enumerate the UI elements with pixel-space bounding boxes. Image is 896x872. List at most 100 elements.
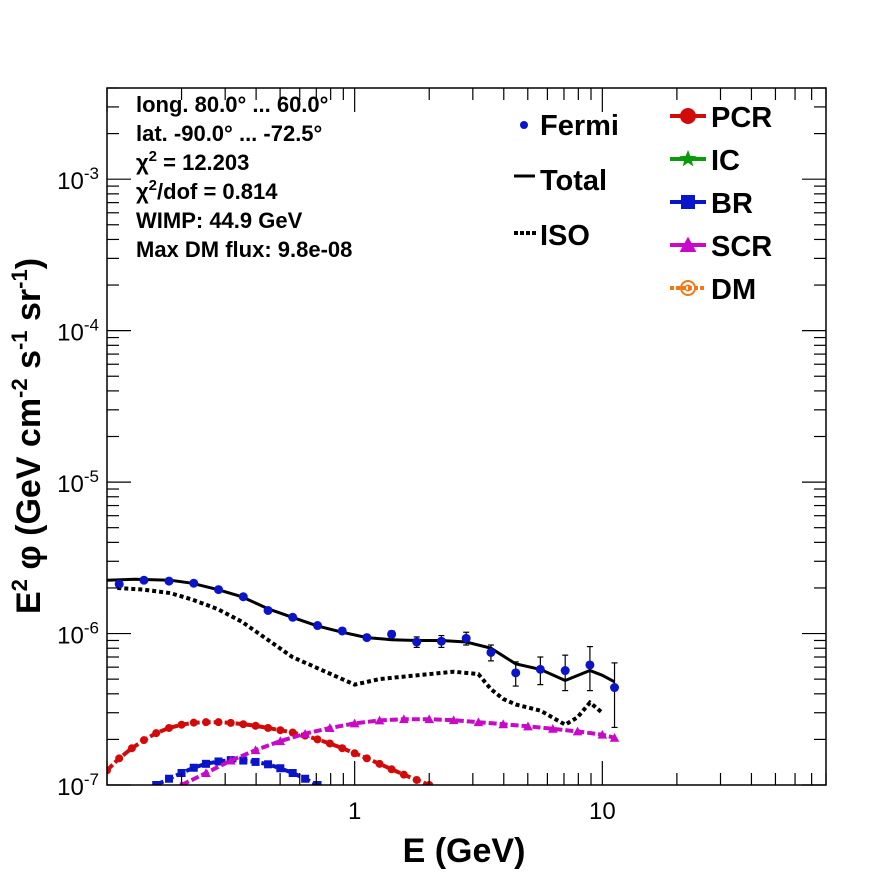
series-layer xyxy=(107,575,620,785)
series-point-pcr xyxy=(338,744,347,753)
legend-label: PCR xyxy=(711,102,772,134)
legend-label: SCR xyxy=(711,231,772,263)
series-point-br xyxy=(201,759,210,768)
fermi-point xyxy=(461,633,471,643)
legend-entry-br: BR xyxy=(670,188,753,220)
fermi-point xyxy=(511,668,521,678)
series-point-pcr xyxy=(152,729,161,738)
series-point-pcr xyxy=(313,735,322,744)
series-total xyxy=(107,577,616,684)
series-line-total xyxy=(107,577,616,684)
series-point-pcr xyxy=(226,718,235,727)
series-point-br xyxy=(152,781,161,785)
plot-frame xyxy=(106,87,827,786)
info-line: lat. -90.0° ... -72.5° xyxy=(136,121,322,146)
series-point-br xyxy=(214,757,223,766)
series-point-br xyxy=(189,763,198,772)
fermi-point xyxy=(164,576,174,586)
y-tick-label: 10-6 xyxy=(57,619,99,650)
series-point-pcr xyxy=(325,739,334,748)
fermi-point xyxy=(214,585,224,595)
series-point-pcr xyxy=(107,766,111,775)
series-point-scr xyxy=(399,714,409,724)
info-line: Max DM flux: 9.8e-08 xyxy=(136,237,352,262)
fermi-point xyxy=(362,633,372,643)
series-fermi xyxy=(114,575,620,729)
legend-label: IC xyxy=(711,145,740,177)
series-scr xyxy=(178,714,620,785)
info-box: long. 80.0° ... 60.0° lat. -90.0° ... -72… xyxy=(136,92,352,262)
series-point-br xyxy=(239,756,248,765)
y-tick-label: 10-7 xyxy=(57,770,99,801)
legend-label: Fermi xyxy=(540,110,619,142)
legend-entry-dm: DM xyxy=(670,274,756,306)
x-tick-label: 1 xyxy=(348,798,361,825)
series-point-scr xyxy=(275,736,286,746)
legend-entry-scr: SCR xyxy=(670,231,772,263)
series-point-pcr xyxy=(350,749,359,758)
series-point-pcr xyxy=(127,744,136,753)
fermi-point xyxy=(610,683,620,693)
fermi-point xyxy=(412,637,422,647)
legend-label: BR xyxy=(711,188,753,220)
series-point-scr xyxy=(424,714,435,724)
series-point-pcr xyxy=(288,728,297,737)
series-point-pcr xyxy=(375,759,384,768)
legend-right: PCR IC BR SCR DM xyxy=(670,102,772,306)
series-point-scr xyxy=(349,718,360,728)
fermi-point xyxy=(139,575,149,585)
legend-marker xyxy=(679,236,697,252)
legend-entry-fermi: Fermi xyxy=(520,110,619,142)
x-tick-label: 10 xyxy=(589,798,616,825)
series-point-scr xyxy=(325,723,335,732)
series-point-scr xyxy=(448,715,459,725)
legend-marker xyxy=(681,195,695,209)
series-point-br xyxy=(165,774,174,783)
info-line: χ2/dof = 0.814 xyxy=(136,177,278,204)
fermi-point xyxy=(337,626,347,636)
fermi-point xyxy=(486,647,496,657)
y-tick-label: 10-5 xyxy=(57,467,99,498)
series-point-scr xyxy=(523,721,533,731)
series-point-pcr xyxy=(399,770,408,779)
legend-entry-ic: IC xyxy=(670,145,740,177)
series-pcr xyxy=(107,718,435,785)
axes-layer: 1 10 10-7 10-6 10-5 10-4 10-3 xyxy=(57,87,827,825)
series-point-pcr xyxy=(387,765,396,774)
legend-left: Fermi Total ISO xyxy=(514,110,619,252)
fermi-point xyxy=(263,605,273,615)
series-point-scr xyxy=(374,715,385,725)
series-point-scr xyxy=(250,745,261,755)
series-iso xyxy=(117,586,604,728)
legend-marker xyxy=(680,280,696,296)
series-point-pcr xyxy=(276,726,285,735)
series-point-br xyxy=(264,760,273,769)
series-point-pcr xyxy=(239,720,248,729)
info-line: χ2 = 12.203 xyxy=(136,148,249,175)
series-point-scr xyxy=(201,768,211,778)
legend-marker xyxy=(679,149,697,167)
fermi-point xyxy=(114,579,124,589)
fermi-point xyxy=(387,629,397,639)
fermi-point xyxy=(189,578,199,588)
series-point-scr xyxy=(548,724,558,733)
series-point-pcr xyxy=(251,721,260,730)
fermi-point xyxy=(238,592,248,602)
series-point-pcr xyxy=(214,718,223,727)
series-point-scr xyxy=(225,755,236,765)
fermi-point xyxy=(288,612,298,622)
series-point-scr xyxy=(473,717,484,727)
series-point-br xyxy=(313,781,322,785)
y-axis-label: E2 φ (GeV cm-2 s-1 sr-1) xyxy=(7,258,48,614)
series-point-br xyxy=(251,757,260,766)
y-tick-label: 10-3 xyxy=(57,164,99,195)
series-point-scr xyxy=(609,732,620,742)
legend-entry-iso: ISO xyxy=(514,220,590,252)
series-line-iso xyxy=(117,586,604,728)
info-line: long. 80.0° ... 60.0° xyxy=(136,92,328,117)
legend-marker xyxy=(684,284,692,292)
fermi-point xyxy=(313,621,323,631)
series-point-pcr xyxy=(412,775,421,784)
series-point-pcr xyxy=(139,736,148,745)
